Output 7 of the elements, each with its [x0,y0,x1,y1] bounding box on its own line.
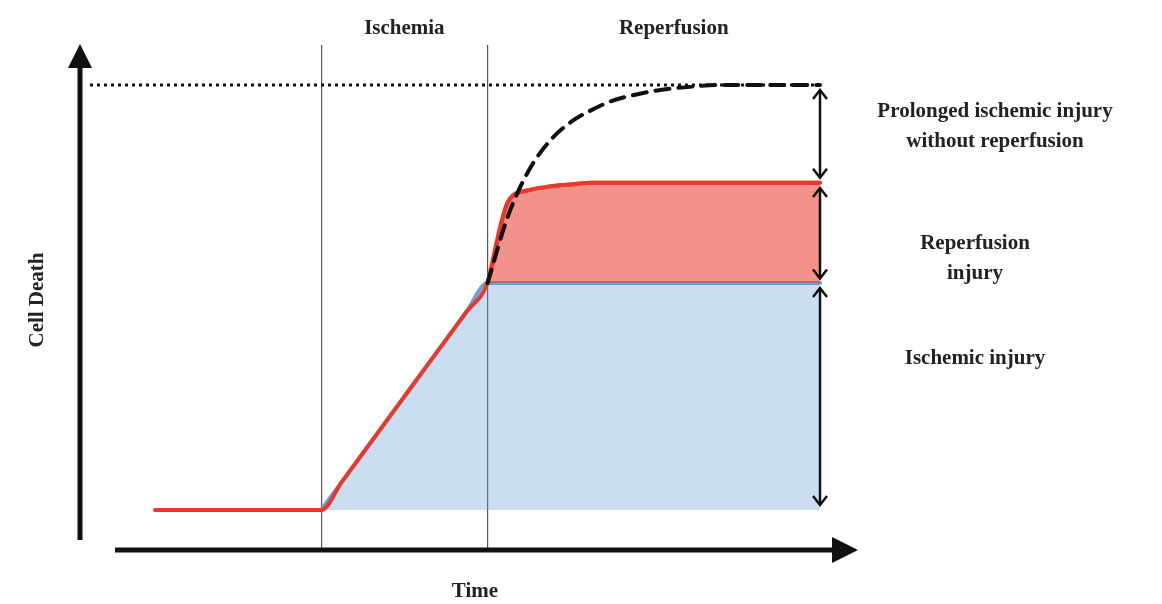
text: Prolonged ischemic injury without reperfusion [876,97,1114,154]
y-axis-title: Cell Death [23,252,49,348]
text: Reperfusion injury [919,229,1031,286]
text: Reperfusion [618,14,729,41]
text: Ischemic injury [904,344,1046,371]
x-axis-title: Time [451,577,499,604]
text: Ischemia [364,14,445,41]
